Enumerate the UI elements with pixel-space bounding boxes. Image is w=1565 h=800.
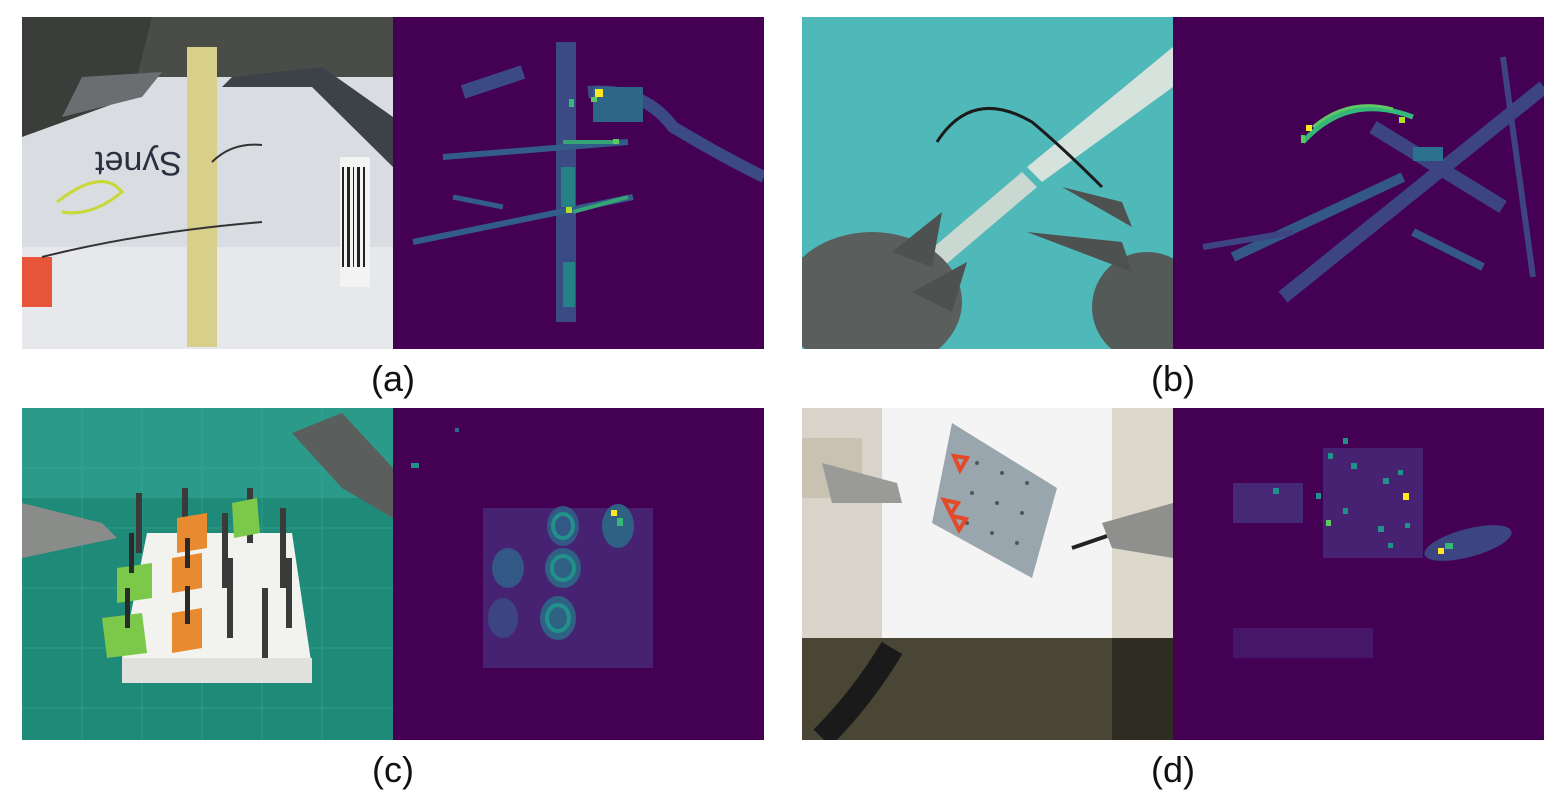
photo-a-print-text: Synet [95,144,182,182]
image-pair-c [22,408,764,740]
photo-a: Synet [22,17,393,349]
photo-c [22,408,393,740]
panel-d: (d) [802,408,1544,800]
caption-d: (d) [1151,749,1195,790]
heatmap-c [393,408,764,740]
heatmap-a [393,17,764,349]
panel-c: (c) [22,408,764,800]
caption-a: (a) [371,358,415,399]
photo-d [802,408,1173,740]
image-pair-b [802,17,1544,349]
panel-a: Synet [22,17,764,409]
caption-b: (b) [1151,358,1195,399]
heatmap-b [1173,17,1544,349]
image-pair-a: Synet [22,17,764,349]
image-pair-d [802,408,1544,740]
panel-b: (b) [802,17,1544,409]
caption-c: (c) [372,749,414,790]
heatmap-d [1173,408,1544,740]
photo-b [802,17,1173,349]
